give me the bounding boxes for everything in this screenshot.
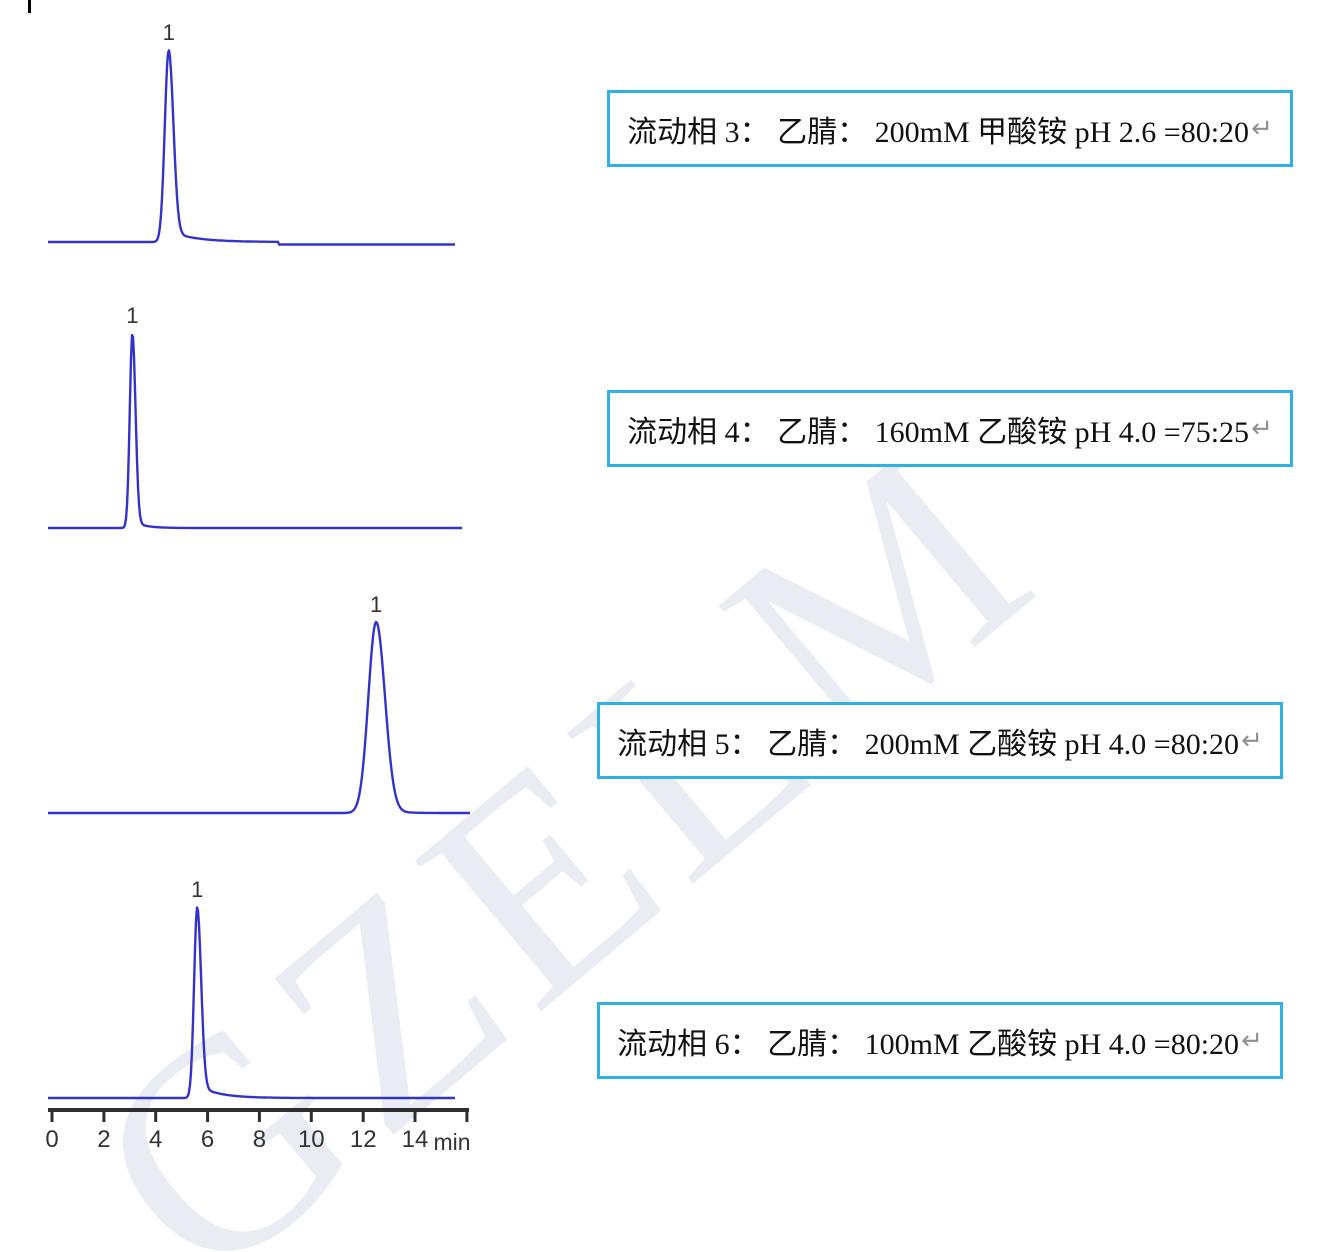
axis-tick-label: 6 bbox=[201, 1126, 214, 1153]
trace-3 bbox=[47, 49, 456, 246]
mobile-phase-text-6: 流动相 6： 乙腈： 100mM 乙酸铵 pH 4.0 =80:20 bbox=[617, 1027, 1240, 1061]
paragraph-return-mark: ↵ bbox=[1241, 725, 1263, 755]
text-cursor bbox=[28, 0, 31, 13]
axis-tick-label: 2 bbox=[97, 1126, 110, 1153]
paragraph-return-mark: ↵ bbox=[1251, 113, 1273, 143]
peak-label: 1 bbox=[191, 877, 203, 902]
axis-tick-label: 12 bbox=[350, 1126, 377, 1153]
axis-tick-label: 14 bbox=[402, 1126, 429, 1153]
mobile-phase-text-5: 流动相 5： 乙腈： 200mM 乙酸铵 pH 4.0 =80:20 bbox=[617, 727, 1240, 761]
axis-unit-label: min bbox=[433, 1129, 470, 1155]
axis-tick-label: 0 bbox=[45, 1126, 58, 1153]
paragraph-return-mark: ↵ bbox=[1251, 413, 1273, 443]
mobile-phase-text-3: 流动相 3： 乙腈： 200mM 甲酸铵 pH 2.6 =80:20 bbox=[627, 115, 1250, 149]
paragraph-return-mark: ↵ bbox=[1241, 1025, 1263, 1055]
axis-tick-label: 8 bbox=[253, 1126, 266, 1153]
axis-tick-label: 4 bbox=[149, 1126, 162, 1153]
mobile-phase-box-5[interactable]: 流动相 5： 乙腈： 200mM 乙酸铵 pH 4.0 =80:20 ↵ bbox=[597, 702, 1283, 779]
trace-5 bbox=[47, 620, 471, 815]
mobile-phase-box-3[interactable]: 流动相 3： 乙腈： 200mM 甲酸铵 pH 2.6 =80:20 ↵ bbox=[607, 90, 1293, 167]
mobile-phase-text-4: 流动相 4： 乙腈： 160mM 乙酸铵 pH 4.0 =75:25 bbox=[627, 415, 1250, 449]
peak-label: 1 bbox=[163, 20, 175, 45]
mobile-phase-box-6[interactable]: 流动相 6： 乙腈： 100mM 乙酸铵 pH 4.0 =80:20 ↵ bbox=[597, 1002, 1283, 1079]
trace-4 bbox=[47, 333, 463, 530]
mobile-phase-box-4[interactable]: 流动相 4： 乙腈： 160mM 乙酸铵 pH 4.0 =75:25 ↵ bbox=[607, 390, 1293, 467]
peak-label: 1 bbox=[370, 592, 382, 617]
trace-6 bbox=[47, 906, 456, 1100]
axis-tick-label: 10 bbox=[298, 1126, 325, 1153]
peak-label: 1 bbox=[126, 303, 138, 328]
